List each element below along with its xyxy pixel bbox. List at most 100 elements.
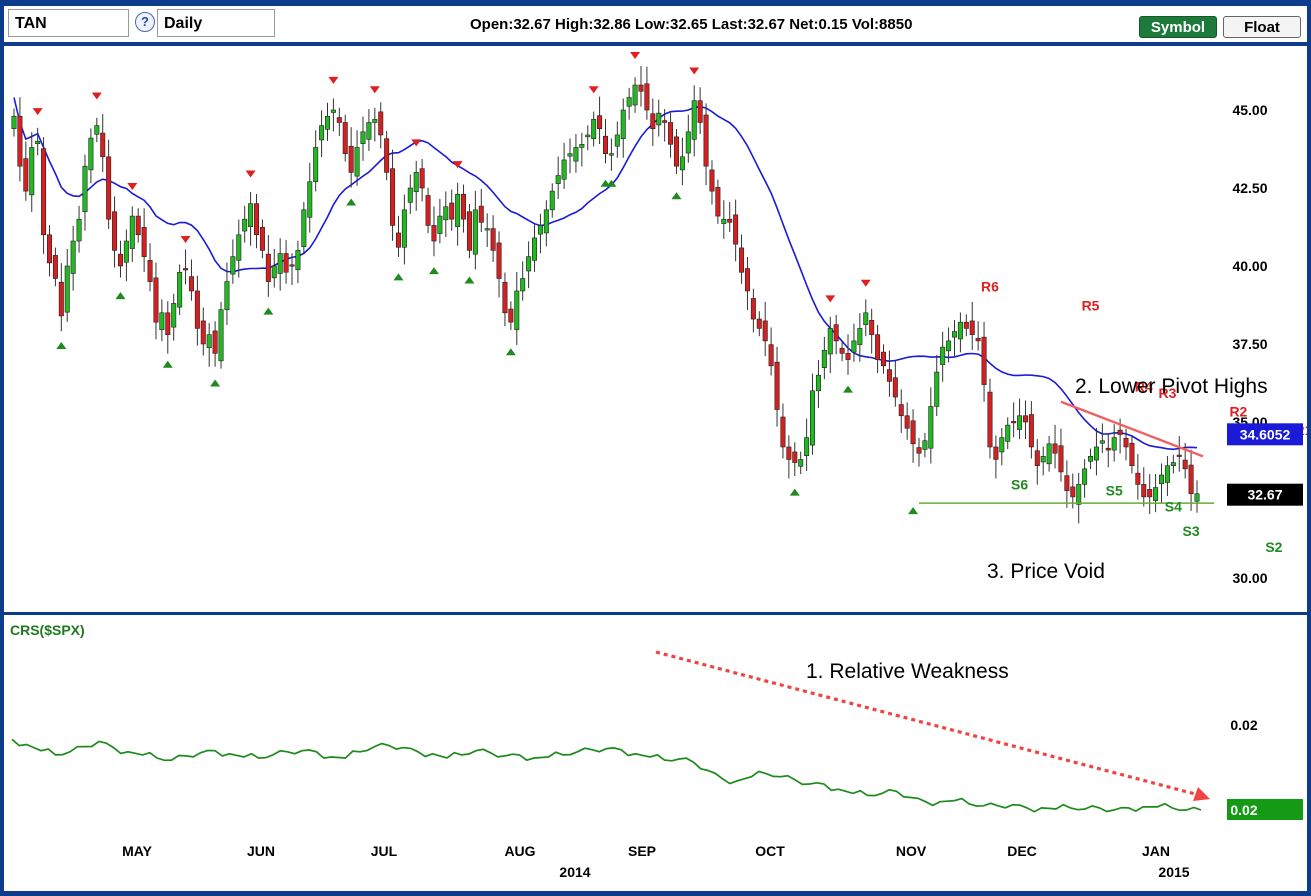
candle-body [1047, 444, 1051, 464]
candle-body [728, 219, 732, 222]
candle-body [219, 310, 223, 361]
candle-body [639, 85, 643, 91]
indicator-axis-tick: 0.02 [1230, 717, 1257, 733]
candle-body [384, 139, 388, 173]
candle-body [1094, 447, 1098, 460]
month-label: MAY [122, 843, 152, 859]
question-icon[interactable]: ? [135, 12, 155, 32]
pivot-low-label: S2 [1265, 539, 1282, 555]
candle-body [1130, 443, 1134, 465]
pivot-low-marker [346, 198, 356, 205]
pivot-low-marker [790, 489, 800, 496]
arrow-head-icon [1193, 787, 1210, 801]
candle-body [692, 101, 696, 140]
annotation-price-void: 3. Price Void [987, 560, 1105, 583]
candle-body [550, 191, 554, 210]
candle-body [686, 132, 690, 153]
candle-body [515, 291, 519, 330]
candle-body [396, 233, 400, 247]
candle-body [834, 325, 838, 341]
candle-body [627, 98, 631, 107]
candle-body [242, 219, 246, 231]
candle-body [574, 147, 578, 161]
price-axis-tick: 42.50 [1232, 180, 1267, 196]
month-label: DEC [1007, 843, 1037, 859]
candle-body [355, 147, 359, 176]
candle-body [603, 136, 607, 153]
candle-body [47, 235, 51, 263]
candle-body [148, 260, 152, 281]
candle-body [1136, 473, 1140, 484]
pivot-low-marker [56, 342, 66, 349]
candle-body [710, 170, 714, 191]
candle-body [237, 235, 241, 261]
candle-body [1017, 416, 1021, 430]
candle-body [1118, 430, 1122, 434]
candle-body [1071, 487, 1075, 497]
float-button[interactable]: Float [1223, 16, 1301, 38]
price-axis-tick: 30.00 [1232, 570, 1267, 586]
candle-body [1053, 444, 1057, 453]
candle-body [225, 282, 229, 310]
candle-body [733, 215, 737, 244]
candle-body [798, 459, 802, 466]
pivot-high-marker [411, 139, 421, 146]
indicator-value-label: 0.02 [1230, 802, 1257, 818]
candle-body [538, 225, 542, 234]
candle-body [461, 194, 465, 219]
candle-body [680, 157, 684, 170]
candle-body [260, 227, 264, 250]
pivot-high-marker [861, 280, 871, 287]
symbol-button[interactable]: Symbol [1139, 16, 1217, 38]
pivot-low-label: S6 [1011, 476, 1028, 492]
candle-body [497, 243, 501, 279]
month-label: JAN [1142, 843, 1170, 859]
candle-body [793, 452, 797, 463]
candle-body [633, 85, 637, 105]
candle-body [562, 160, 566, 179]
candle-body [828, 328, 832, 354]
price-axis-tick: 40.00 [1232, 258, 1267, 274]
candle-body [597, 116, 601, 129]
annotation-lower-pivot-highs: 2. Lower Pivot Highs [1075, 375, 1268, 398]
candle-body [1165, 466, 1169, 483]
candle-body [231, 257, 235, 274]
candle-body [1035, 451, 1039, 466]
month-label: AUG [504, 843, 535, 859]
candle-body [556, 176, 560, 184]
period-dropdown[interactable]: Daily [157, 9, 275, 37]
candle-body [651, 114, 655, 129]
candle-body [1023, 416, 1027, 422]
candle-body [59, 282, 63, 316]
pivot-high-marker [825, 295, 835, 302]
candle-body [946, 341, 950, 351]
candle-body [83, 166, 87, 212]
candle-body [899, 405, 903, 416]
candle-body [905, 416, 909, 428]
candle-body [183, 268, 187, 270]
candle-body [189, 277, 193, 291]
pivot-high-marker [328, 77, 338, 84]
candle-body [846, 353, 850, 359]
candle-body [869, 320, 873, 334]
candle-body [852, 341, 856, 352]
candle-body [609, 154, 613, 156]
candle-body [1041, 456, 1045, 462]
candle-body [911, 421, 915, 444]
candle-body [775, 362, 779, 409]
candle-body [1029, 415, 1033, 447]
symbol-input[interactable]: TAN [8, 9, 129, 37]
month-label: OCT [755, 843, 785, 859]
pivot-low-marker [429, 267, 439, 274]
candle-body [503, 282, 507, 313]
candle-body [361, 132, 365, 144]
candle-body [621, 110, 625, 139]
ma-value-label: 34.6052 [1240, 426, 1291, 442]
pivot-low-marker [506, 348, 516, 355]
pivot-low-marker [843, 386, 853, 393]
candle-body [136, 216, 140, 235]
candle-body [154, 278, 158, 322]
candle-body [379, 112, 383, 135]
